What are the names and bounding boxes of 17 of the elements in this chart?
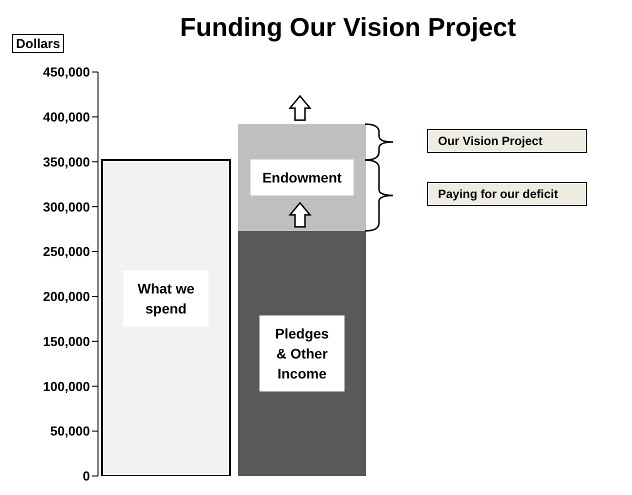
y-tick-label: 50,000 bbox=[50, 424, 90, 439]
y-tick-label: 250,000 bbox=[43, 244, 90, 260]
chart-title: Funding Our Vision Project bbox=[178, 12, 518, 43]
y-tick-label: 350,000 bbox=[43, 154, 90, 170]
series-label: What we spend bbox=[138, 280, 195, 317]
y-tick-label: 400,000 bbox=[43, 110, 90, 125]
y-axis-title: Dollars bbox=[12, 34, 64, 53]
y-tick-label: 200,000 bbox=[43, 289, 90, 304]
y-tick-label: 0 bbox=[82, 468, 90, 484]
series-label: Endowment bbox=[262, 169, 342, 186]
y-tick-label: 300,000 bbox=[43, 199, 90, 214]
text: Our Vision Project bbox=[427, 129, 587, 154]
y-tick-label: 450,000 bbox=[43, 64, 90, 80]
text: Paying for our deficit bbox=[427, 182, 587, 206]
y-tick-label: 150,000 bbox=[43, 334, 90, 349]
series-label: Pledges & Other Income bbox=[275, 325, 330, 382]
y-tick-label: 100,000 bbox=[43, 378, 90, 394]
